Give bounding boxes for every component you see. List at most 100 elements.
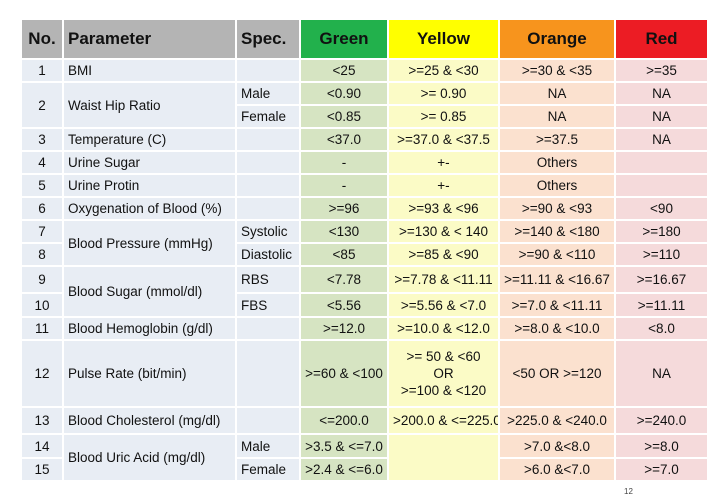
green-value: - <box>299 173 389 198</box>
orange-value: >=37.5 <box>498 127 616 152</box>
row-spec <box>235 127 301 152</box>
row-no: 3 <box>20 127 64 152</box>
header-green: Green <box>299 18 389 60</box>
green-value: <25 <box>299 58 389 83</box>
green-value: <7.78 <box>299 265 389 294</box>
yellow-value: >=93 & <96 <box>387 196 500 221</box>
table-row: 5 Urine Protin - +- Others <box>20 173 709 198</box>
row-spec: RBS <box>235 265 301 294</box>
table-row: 11 Blood Hemoglobin (g/dl) >=12.0 >=10.0… <box>20 316 709 341</box>
green-value: >=12.0 <box>299 316 389 341</box>
orange-value: >7.0 &<8.0 <box>498 433 616 459</box>
table-header-row: No. Parameter Spec. Green Yellow Orange … <box>20 18 709 60</box>
table-row: 15 Female >2.4 & <=6.0 >6.0 &<7.0 >=7.0 <box>20 457 709 482</box>
red-value <box>614 150 709 175</box>
row-spec: Diastolic <box>235 242 301 267</box>
row-spec <box>235 316 301 341</box>
row-parameter: Blood Hemoglobin (g/dl) <box>62 316 237 341</box>
row-no: 4 <box>20 150 64 175</box>
orange-value: <50 OR >=120 <box>498 339 616 408</box>
yellow-value: >200.0 & <=225.0 <box>387 406 500 435</box>
row-no: 2 <box>20 81 64 129</box>
row-spec: Female <box>235 457 301 482</box>
table-row: 8 Diastolic <85 >=85 & <90 >=90 & <110 >… <box>20 242 709 267</box>
yellow-value: >=85 & <90 <box>387 242 500 267</box>
orange-value: >=30 & <35 <box>498 58 616 83</box>
row-spec: Male <box>235 433 301 459</box>
green-value: <37.0 <box>299 127 389 152</box>
red-value: >=180 <box>614 219 709 244</box>
orange-value: >=7.0 & <11.11 <box>498 292 616 318</box>
row-no: 6 <box>20 196 64 221</box>
row-no: 10 <box>20 292 64 318</box>
header-spec: Spec. <box>235 18 301 60</box>
green-value: <5.56 <box>299 292 389 318</box>
table-row: 2 Waist Hip Ratio Male <0.90 >= 0.90 NA … <box>20 81 709 129</box>
table-row: 1 BMI <25 >=25 & <30 >=30 & <35 >=35 <box>20 58 709 83</box>
row-spec <box>235 58 301 83</box>
table-row: 10 FBS <5.56 >=5.56 & <7.0 >=7.0 & <11.1… <box>20 292 709 318</box>
table-row: 13 Blood Cholesterol (mg/dl) <=200.0 >20… <box>20 406 709 435</box>
row-spec: Male <box>235 81 301 106</box>
red-value: >=7.0 <box>614 457 709 482</box>
orange-value: >=140 & <180 <box>498 219 616 244</box>
table-row: 7 Blood Pressure (mmHg) Systolic <130 >=… <box>20 219 709 267</box>
row-spec: Female <box>235 104 301 129</box>
green-value: >3.5 & <=7.0 <box>299 433 389 459</box>
table-row: 12 Pulse Rate (bit/min) >=60 & <100 >= 5… <box>20 339 709 408</box>
row-parameter: Urine Protin <box>62 173 237 198</box>
row-spec <box>235 196 301 221</box>
yellow-value: >=7.78 & <11.11 <box>387 265 500 294</box>
red-value <box>614 173 709 198</box>
orange-value: NA <box>498 104 616 129</box>
red-value: <90 <box>614 196 709 221</box>
red-value: >=110 <box>614 242 709 267</box>
green-value: >=60 & <100 <box>299 339 389 408</box>
yellow-value: +- <box>387 150 500 175</box>
yellow-value: >=25 & <30 <box>387 58 500 83</box>
row-parameter: Temperature (C) <box>62 127 237 152</box>
red-value: NA <box>614 104 709 129</box>
red-value: <8.0 <box>614 316 709 341</box>
row-no: 1 <box>20 58 64 83</box>
header-no: No. <box>20 18 64 60</box>
yellow-line-1: >= 50 & <60 <box>406 349 481 364</box>
green-value: <0.90 <box>299 81 389 106</box>
header-yellow: Yellow <box>387 18 500 60</box>
row-spec <box>235 173 301 198</box>
row-parameter: Pulse Rate (bit/min) <box>62 339 237 408</box>
row-spec <box>235 150 301 175</box>
green-value: >=96 <box>299 196 389 221</box>
green-value: <130 <box>299 219 389 244</box>
red-value: NA <box>614 127 709 152</box>
table-row: Female <0.85 >= 0.85 NA NA <box>21 104 709 129</box>
green-value: - <box>299 150 389 175</box>
yellow-value: >=5.56 & <7.0 <box>387 292 500 318</box>
orange-value: Others <box>498 150 616 175</box>
green-value: <85 <box>299 242 389 267</box>
orange-value: >=90 & <110 <box>498 242 616 267</box>
table-row: 14 Blood Uric Acid (mg/dl) Male >3.5 & <… <box>20 433 709 482</box>
yellow-value <box>387 433 500 482</box>
row-parameter: Oxygenation of Blood (%) <box>62 196 237 221</box>
row-parameter: BMI <box>62 58 237 83</box>
red-value: >=11.11 <box>614 292 709 318</box>
green-value: >2.4 & <=6.0 <box>299 457 389 482</box>
row-no: 12 <box>20 339 64 408</box>
yellow-value: >= 0.90 <box>387 81 500 106</box>
orange-value: Others <box>498 173 616 198</box>
table-row: 9 Blood Sugar (mmol/dl) RBS <7.78 >=7.78… <box>20 265 709 318</box>
orange-value: >6.0 &<7.0 <box>498 457 616 482</box>
green-value: <0.85 <box>299 104 389 129</box>
row-no: 9 <box>20 265 64 294</box>
orange-value: >=90 & <93 <box>498 196 616 221</box>
row-no: 14 <box>20 433 64 459</box>
orange-value: >=11.11 & <16.67 <box>498 265 616 294</box>
yellow-line-2: OR <box>433 366 454 381</box>
red-value: NA <box>614 339 709 408</box>
red-value: >=8.0 <box>614 433 709 459</box>
yellow-value: >=10.0 & <12.0 <box>387 316 500 341</box>
row-spec <box>235 406 301 435</box>
header-parameter: Parameter <box>62 18 237 60</box>
red-value: NA <box>614 81 709 106</box>
